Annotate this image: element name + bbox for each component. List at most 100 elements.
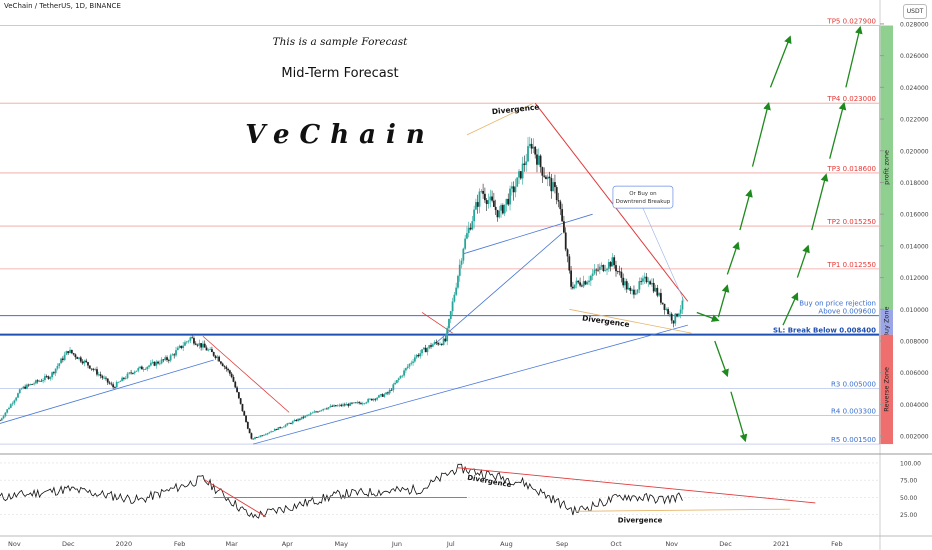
candle-body — [387, 392, 389, 394]
rsi-panel: 100.00 75.00 50.00 25.00 Divergence Divergenc… — [0, 460, 921, 524]
candle-body — [575, 280, 578, 285]
currency-badge[interactable]: USDT — [903, 4, 927, 19]
candle-body — [139, 366, 141, 369]
candle-body — [426, 348, 429, 353]
candle-body — [563, 221, 565, 233]
candle-body — [593, 269, 596, 274]
candle-body — [239, 398, 242, 404]
candle-body — [135, 370, 138, 372]
candle-body — [557, 200, 560, 202]
candle-body — [433, 342, 436, 345]
candle-body — [494, 206, 497, 210]
candle-body — [259, 435, 262, 437]
level-label-r3: R3 0.005000 — [831, 381, 876, 389]
profit-zone — [879, 25, 893, 310]
candle-body — [555, 187, 558, 201]
candle-body — [108, 382, 111, 384]
candle-body — [401, 375, 404, 377]
candle-body — [115, 382, 118, 388]
rsi-divergence — [574, 508, 791, 512]
price-tick-label: 0.006000 — [900, 370, 929, 377]
candle-body — [169, 355, 172, 361]
candle-body — [354, 402, 357, 404]
candle-body — [232, 377, 235, 382]
candle-body — [272, 431, 274, 432]
candle-body — [539, 155, 542, 168]
candle-body — [640, 281, 643, 282]
time-tick-label: Nov — [8, 540, 21, 548]
candle-body — [36, 380, 39, 382]
candle-body — [620, 271, 623, 278]
time-tick-label: Feb — [831, 540, 843, 548]
candle-body — [128, 372, 131, 374]
candle-body — [234, 381, 237, 388]
candle-body — [395, 380, 398, 383]
time-tick-label: Feb — [174, 540, 186, 548]
candle-body — [160, 359, 163, 364]
candle-body — [146, 366, 149, 370]
channel-line — [463, 213, 593, 255]
arrow-up-1 — [717, 284, 730, 318]
candle-body — [13, 400, 16, 404]
candle-body — [193, 338, 195, 344]
candle-body — [345, 404, 348, 406]
candle-body — [56, 365, 59, 369]
level-label-r5: R5 0.001500 — [831, 436, 876, 444]
breakup-note-line1: Or Buy on — [629, 191, 657, 197]
candle-body — [643, 276, 646, 279]
level-label-buy: Above 0.009600 — [818, 308, 876, 316]
candle-body — [8, 407, 10, 410]
candle-body — [40, 380, 43, 382]
candle-body — [101, 376, 104, 378]
candle-body — [417, 354, 420, 357]
candle-body — [302, 416, 305, 418]
time-tick-label: Jun — [391, 540, 402, 548]
candle-body — [63, 354, 66, 361]
divergence-label-top: Divergence — [491, 102, 539, 116]
candle-body — [428, 345, 431, 349]
candle-body — [469, 227, 472, 230]
buy-note: Buy on price rejection — [799, 300, 876, 308]
candle-body — [413, 357, 416, 362]
rsi-tick-label: 100.00 — [900, 460, 921, 467]
candle-body — [219, 361, 222, 364]
candle-body — [652, 282, 655, 292]
candle-body — [550, 178, 553, 192]
time-tick-label: Nov — [665, 540, 678, 548]
candle-body — [363, 403, 366, 405]
candle-body — [467, 227, 470, 234]
candle-body — [306, 415, 309, 416]
candle-body — [281, 427, 283, 429]
candle-body — [237, 392, 240, 399]
candle-body — [137, 368, 140, 371]
candle-body — [196, 344, 199, 346]
level-label-tp5: TP5 0.027900 — [826, 18, 876, 26]
candle-body — [525, 161, 528, 165]
candle-body — [458, 264, 461, 276]
price-tick-label: 0.002000 — [900, 434, 929, 441]
candle-body — [318, 410, 321, 412]
candle-body — [72, 353, 75, 355]
buy-zone-label: Buy Zone — [883, 306, 891, 337]
candle-body — [279, 427, 282, 429]
candle-body — [412, 361, 414, 363]
candle-body — [442, 338, 445, 345]
candle-body — [121, 377, 124, 382]
candle-body — [38, 380, 41, 382]
candle-body — [453, 294, 456, 302]
level-label-tp3: TP3 0.018600 — [826, 165, 876, 173]
candle-body — [351, 402, 353, 404]
candle-body — [123, 377, 125, 379]
candle-body — [568, 256, 571, 271]
candle-body — [577, 280, 580, 283]
candle-body — [410, 362, 413, 364]
arrow-up-3 — [739, 189, 753, 231]
candle-body — [674, 313, 677, 324]
candle-body — [588, 280, 590, 283]
candle-body — [570, 270, 573, 287]
candle-body — [659, 293, 662, 303]
candle-body — [58, 363, 61, 366]
candle-body — [110, 383, 113, 385]
candle-body — [246, 422, 249, 429]
candle-body — [92, 368, 95, 370]
